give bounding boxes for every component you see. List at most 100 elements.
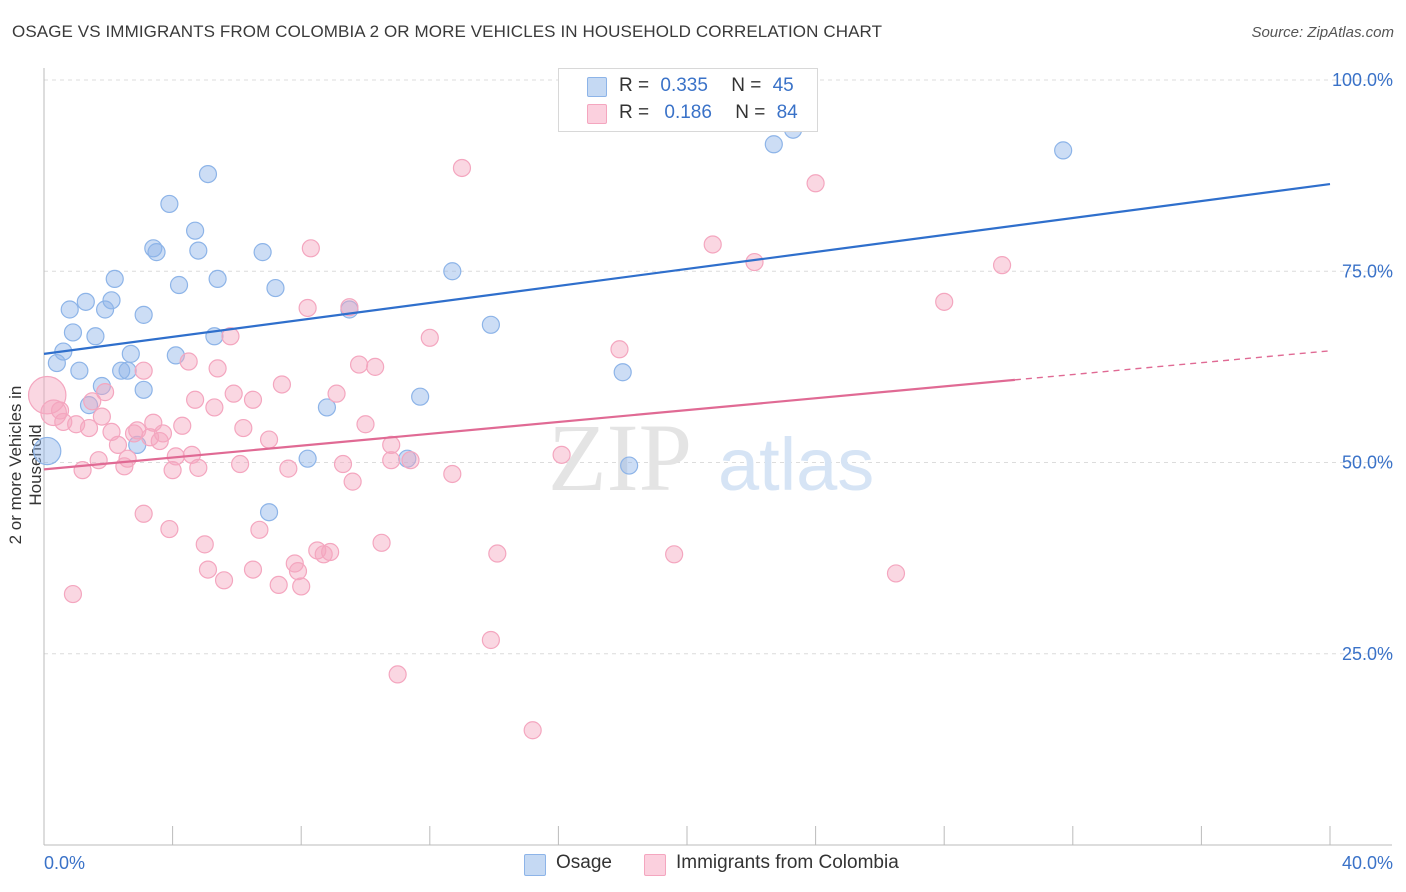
colombia-point	[108, 435, 128, 455]
colombia-point	[382, 451, 401, 470]
colombia-point	[745, 252, 764, 272]
colombia-point	[243, 560, 263, 579]
osage-point	[317, 398, 337, 417]
colombia-point	[208, 359, 227, 378]
osage-point	[121, 344, 140, 363]
osage-point	[613, 363, 632, 382]
legend-n-value: 84	[776, 102, 798, 123]
osage-point	[443, 262, 462, 281]
osage-point	[253, 243, 272, 262]
osage-point	[266, 278, 285, 298]
osage-point	[208, 269, 227, 288]
colombia-legend-label: Immigrants from Colombia	[676, 852, 899, 873]
legend-r-value: 0.186	[664, 102, 712, 123]
osage-point	[1054, 141, 1073, 160]
colombia-point	[298, 298, 317, 318]
colombia-point	[186, 390, 205, 409]
colombia-point	[195, 535, 214, 554]
colombia-point	[356, 415, 375, 434]
watermark-zip: ZIP	[548, 404, 692, 511]
osage-point	[112, 361, 131, 380]
osage-point	[118, 361, 137, 380]
colombia-point	[992, 256, 1012, 275]
osage-legend-label: Osage	[556, 852, 612, 873]
source-label: Source: ZipAtlas.com	[1251, 24, 1394, 41]
colombia-point	[221, 327, 240, 346]
osage-point	[102, 291, 121, 310]
colombia-point	[231, 454, 250, 474]
osage-point	[95, 300, 115, 319]
x-tick-label: 0.0%	[44, 853, 85, 873]
colombia-point	[665, 545, 684, 564]
y-tick-label: 75.0%	[1342, 261, 1393, 281]
colombia-point	[488, 544, 507, 563]
osage-trend-line	[43, 182, 1331, 355]
colombia-point	[50, 401, 70, 420]
osage-point	[186, 221, 205, 240]
colombia-trend-extension	[1014, 350, 1331, 381]
y-tick-label: 100.0%	[1332, 70, 1393, 90]
colombia-swatch-icon	[587, 104, 607, 124]
legend-n-value: 45	[772, 75, 794, 96]
colombia-point	[214, 571, 234, 590]
legend-r-value: 0.335	[660, 75, 708, 96]
colombia-point	[63, 584, 83, 604]
colombia-point	[292, 577, 311, 596]
colombia-point	[401, 451, 420, 470]
colombia-point	[481, 630, 500, 650]
colombia-point	[27, 375, 67, 415]
watermark-atlas: atlas	[718, 423, 874, 506]
colombia-point	[153, 424, 173, 443]
colombia-point	[806, 174, 825, 193]
osage-point	[105, 269, 124, 288]
osage-point	[33, 436, 62, 466]
osage-point	[620, 456, 639, 475]
y-tick-label: 50.0%	[1342, 453, 1393, 473]
colombia-point	[134, 361, 153, 380]
colombia-point	[189, 458, 208, 477]
colombia-point	[523, 721, 542, 740]
colombia-point	[279, 459, 298, 478]
colombia-point	[198, 560, 218, 579]
legend-r-label: R =	[619, 102, 650, 123]
osage-point	[169, 275, 189, 295]
osage-point	[147, 243, 166, 262]
colombia-point	[272, 375, 292, 394]
osage-swatch-icon	[587, 77, 607, 97]
osage-point	[764, 135, 783, 154]
colombia-point	[92, 407, 111, 426]
osage-point	[134, 380, 153, 399]
trend-lines	[43, 182, 1331, 471]
colombia-point	[224, 384, 243, 403]
osage-point	[481, 315, 500, 334]
colombia-point	[452, 158, 472, 178]
colombia-point	[118, 449, 137, 468]
osage-point	[86, 327, 105, 346]
colombia-point	[95, 383, 115, 402]
osage-point	[259, 503, 279, 522]
colombia-point	[269, 575, 288, 595]
osage-point	[60, 300, 79, 319]
osage-point	[298, 449, 317, 468]
osage-point	[189, 241, 208, 260]
osage-point	[76, 292, 95, 311]
colombia-point	[703, 235, 722, 254]
osage-point	[70, 361, 89, 380]
colombia-point	[163, 461, 182, 480]
osage-point	[198, 164, 218, 184]
colombia-point	[420, 328, 439, 347]
x-tick-label: 40.0%	[1342, 853, 1393, 873]
colombia-point	[372, 533, 391, 552]
colombia-point	[134, 504, 153, 523]
colombia-point	[160, 519, 179, 539]
axes	[43, 68, 1392, 846]
colombia-point	[89, 451, 108, 470]
colombia-point	[288, 562, 308, 581]
colombia-trend-line	[43, 378, 1016, 471]
colombia-point	[610, 340, 629, 359]
colombia-point	[343, 472, 362, 491]
legend-r-label: R =	[619, 75, 650, 96]
osage-point	[160, 194, 179, 214]
colombia-point	[340, 298, 359, 317]
